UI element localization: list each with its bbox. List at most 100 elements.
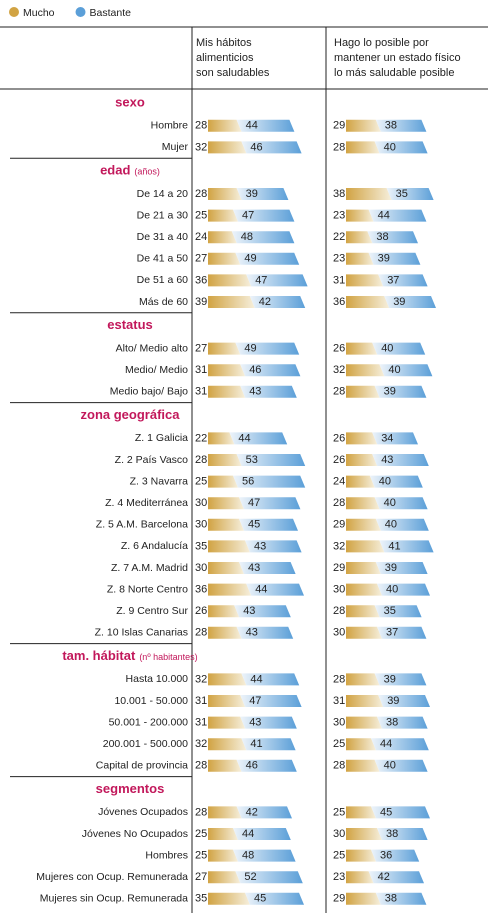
section-title: sexo: [115, 94, 145, 109]
value-bastante: 39: [378, 253, 390, 265]
bar-bastante: [231, 231, 295, 244]
value-bastante: 43: [243, 605, 255, 617]
value-mucho: 29: [333, 519, 345, 531]
bar-bastante: [240, 385, 297, 398]
row-label: Mujeres con Ocup. Remunerada: [36, 871, 188, 883]
bar-bastante: [235, 342, 300, 355]
bar-bastante: [374, 497, 428, 510]
value-bastante: 43: [248, 562, 260, 574]
value-bastante: 46: [246, 760, 258, 772]
value-bastante: 39: [246, 188, 258, 200]
bar-bastante: [378, 695, 430, 707]
bar-bastante: [246, 583, 304, 596]
value-mucho: 23: [333, 210, 345, 222]
bar-bastante: [235, 252, 300, 265]
bar-mucho: [208, 119, 242, 132]
legend-label: Mucho: [23, 7, 55, 19]
value-bastante: 37: [386, 627, 398, 639]
bar-bastante: [239, 562, 296, 574]
bar-mucho: [346, 673, 380, 686]
bar-mucho: [346, 583, 382, 596]
bar-mucho: [346, 296, 390, 308]
bar-bastante: [378, 274, 428, 287]
value-mucho: 28: [333, 760, 345, 772]
bar-mucho: [208, 673, 247, 686]
value-mucho: 25: [333, 806, 345, 818]
row-label: Jóvenes Ocupados: [98, 806, 188, 818]
value-bastante: 52: [244, 871, 256, 883]
value-bastante: 39: [393, 296, 405, 308]
value-mucho: 31: [195, 717, 207, 729]
bar-mucho: [208, 497, 244, 510]
row-label: Z. 7 A.M. Madrid: [111, 562, 188, 574]
bar-bastante: [374, 385, 427, 398]
bar-bastante: [374, 605, 422, 618]
value-mucho: 30: [333, 828, 345, 840]
bar-mucho: [208, 364, 246, 377]
legend-swatch: [9, 7, 19, 17]
value-bastante: 47: [248, 497, 260, 509]
value-bastante: 47: [255, 274, 267, 286]
row-label: Capital de provincia: [96, 760, 188, 772]
value-bastante: 35: [384, 605, 396, 617]
bar-mucho: [208, 738, 247, 751]
value-mucho: 39: [195, 296, 207, 308]
value-bastante: 53: [246, 454, 258, 466]
bar-mucho: [346, 605, 380, 618]
value-mucho: 28: [195, 188, 207, 200]
value-bastante: 36: [380, 850, 392, 862]
row-label: De 21 a 30: [137, 209, 189, 221]
bar-bastante: [233, 475, 306, 488]
bar-mucho: [208, 626, 242, 639]
row-label: Mujeres sin Ocup. Remunerada: [40, 893, 188, 905]
value-bastante: 45: [380, 806, 392, 818]
bar-mucho: [346, 716, 382, 729]
bar-mucho: [346, 231, 373, 244]
value-bastante: 47: [242, 210, 254, 222]
value-mucho: 30: [333, 584, 345, 596]
value-bastante: 48: [242, 850, 254, 862]
value-bastante: 46: [250, 141, 262, 153]
row-label: De 31 a 40: [137, 231, 189, 243]
bar-mucho: [208, 806, 242, 819]
value-mucho: 28: [333, 141, 345, 153]
value-mucho: 32: [333, 364, 345, 376]
bar-mucho: [346, 188, 392, 200]
bar-mucho: [346, 342, 378, 355]
bar-bastante: [384, 296, 436, 308]
value-mucho: 28: [333, 673, 345, 685]
value-bastante: 43: [249, 386, 261, 398]
bar-mucho: [346, 540, 385, 553]
value-bastante: 44: [242, 828, 254, 840]
bar-mucho: [208, 540, 250, 553]
value-mucho: 27: [195, 871, 207, 883]
section-note: (nº habitantes): [139, 652, 197, 662]
bar-bastante: [377, 626, 427, 639]
bar-mucho: [208, 296, 255, 308]
value-mucho: 23: [333, 871, 345, 883]
value-bastante: 41: [250, 738, 262, 750]
value-mucho: 30: [195, 562, 207, 574]
value-bastante: 38: [385, 120, 397, 132]
bar-mucho: [346, 274, 384, 287]
bar-bastante: [240, 716, 297, 729]
bar-bastante: [229, 432, 288, 445]
value-bastante: 39: [385, 562, 397, 574]
value-mucho: 28: [333, 605, 345, 617]
bar-bastante: [240, 364, 301, 377]
bar-mucho: [346, 849, 376, 862]
row-label: Medio bajo/ Bajo: [110, 386, 188, 398]
row-label: Z. 10 Islas Canarias: [95, 627, 188, 639]
bar-bastante: [249, 296, 306, 308]
value-bastante: 44: [380, 738, 392, 750]
value-mucho: 28: [195, 760, 207, 772]
value-mucho: 32: [195, 673, 207, 685]
bar-mucho: [208, 695, 246, 707]
value-mucho: 26: [333, 432, 345, 444]
value-bastante: 39: [387, 695, 399, 707]
value-bastante: 38: [376, 231, 388, 243]
bar-bastante: [236, 806, 292, 819]
bar-mucho: [346, 119, 381, 132]
bar-mucho: [208, 385, 246, 398]
bar-bastante: [239, 518, 298, 531]
